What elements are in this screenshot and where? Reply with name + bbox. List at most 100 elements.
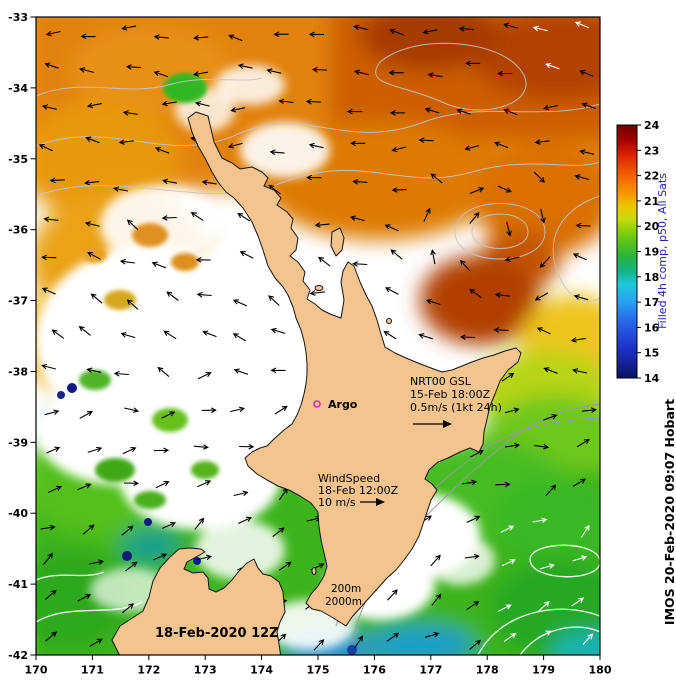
- x-tick-label: 174: [250, 664, 273, 677]
- wind-arrow: [545, 484, 557, 496]
- x-tick-label: 170: [25, 664, 48, 677]
- y-tick-label: -35: [8, 153, 28, 166]
- cold-water-spots: [57, 383, 357, 655]
- wind-arrow: [162, 178, 178, 185]
- wind-arrow: [504, 256, 520, 262]
- wind-arrow: [430, 249, 436, 265]
- wind-arrow: [572, 368, 588, 374]
- wind-arrow: [151, 261, 166, 269]
- wind-arrow: [350, 140, 366, 147]
- wind-arrow: [389, 110, 406, 116]
- wind-arrow: [157, 366, 170, 378]
- wind-arrow: [497, 70, 513, 77]
- wind-arrow: [274, 405, 288, 415]
- north-island: [187, 111, 522, 627]
- wind-arrow: [79, 411, 93, 419]
- wind-arrow: [572, 555, 588, 562]
- wind-arrow: [354, 635, 364, 649]
- wind-arrow: [503, 108, 518, 116]
- x-tick-label: 178: [476, 664, 499, 677]
- wind-arrow: [41, 254, 57, 261]
- wind-arrow: [430, 173, 443, 184]
- wind-arrow: [77, 483, 92, 491]
- wind-arrow: [456, 108, 471, 115]
- wind-arrow: [503, 22, 518, 29]
- wind-arrow: [501, 559, 516, 567]
- wind-arrow: [459, 259, 471, 272]
- colorbar-tick-label: 18: [644, 271, 659, 284]
- south-island-north: [111, 547, 286, 655]
- wind-arrow: [161, 100, 177, 107]
- wind-arrow: [120, 332, 136, 339]
- wind-arrow: [41, 104, 57, 110]
- wind-arrow: [272, 527, 285, 538]
- wind-arrow: [197, 372, 212, 380]
- wind-arrow: [154, 146, 170, 154]
- wind-arrow: [431, 593, 442, 606]
- colorbar-tick-label: 20: [644, 220, 660, 233]
- axes: 170 171 172 173 174 175 176 177 178 179 180 -33 -34 -…: [8, 11, 612, 677]
- wind-arrow: [201, 179, 217, 186]
- wind-arrow: [581, 407, 597, 414]
- wind-arrow: [41, 287, 56, 295]
- nrt-gsl-scale: 0.5m/s (1kt 24h): [410, 401, 502, 414]
- wind-arrow: [580, 524, 590, 538]
- wind-arrow: [44, 409, 60, 416]
- wind-arrow: [227, 142, 243, 149]
- nrt-gsl-time: 15-Feb 18:00Z: [410, 388, 491, 401]
- wind-arrow: [202, 330, 217, 338]
- wind-arrow: [423, 207, 431, 222]
- wind-arrow: [237, 63, 253, 69]
- wind-arrow: [46, 446, 61, 454]
- colorbar-tick-label: 15: [644, 347, 659, 360]
- wind-arrow: [387, 589, 398, 601]
- x-tick-label: 171: [81, 664, 104, 677]
- wind-arrow: [153, 34, 169, 40]
- wind-arrow: [503, 632, 517, 643]
- wind-arrow: [462, 479, 478, 486]
- wind-arrow: [425, 298, 441, 306]
- wind-arrow: [270, 327, 286, 334]
- wind-arrow: [390, 249, 403, 260]
- wind-arrow: [38, 144, 53, 152]
- wind-arrow: [309, 290, 325, 296]
- map-date-label: 18-Feb-2020 12Z: [155, 626, 279, 641]
- wind-arrow: [582, 633, 594, 645]
- wind-arrow: [458, 25, 474, 32]
- map-annotations: Argo NRT00 GSL 15-Feb 18:00Z 0.5m/s (1kt…: [155, 375, 502, 641]
- wind-arrow: [313, 639, 325, 651]
- wind-arrow: [121, 25, 137, 31]
- wind-arrow: [80, 33, 96, 40]
- wind-arrow: [533, 171, 546, 183]
- waiheke-island: [314, 285, 324, 291]
- wind-arrow: [152, 553, 168, 561]
- wind-arrow: [581, 102, 596, 110]
- wind-arrow: [384, 224, 399, 232]
- wind-arrow: [113, 186, 129, 192]
- wind-arrow: [539, 256, 551, 268]
- depth-label-200m: 200m: [331, 583, 361, 595]
- x-tick-label: 177: [419, 664, 442, 677]
- colorbar-tick-label: 24: [644, 119, 660, 132]
- wind-arrow: [424, 107, 440, 114]
- colorbar-tick-label: 22: [644, 170, 659, 183]
- wind-arrow: [497, 185, 512, 193]
- wind-arrow: [84, 221, 100, 227]
- wind-arrow: [273, 31, 289, 38]
- wind-arrow: [389, 28, 404, 36]
- wind-arrow: [306, 174, 322, 181]
- wind-arrow: [384, 287, 399, 295]
- y-tick-label: -38: [8, 365, 28, 378]
- wind-arrow: [83, 179, 100, 186]
- y-tick-label: -42: [8, 649, 28, 662]
- colorbar-gradient: [616, 124, 638, 379]
- wind-arrow: [497, 604, 512, 612]
- windspeed-scale: 10 m/s: [318, 496, 356, 509]
- wind-arrow: [85, 136, 100, 144]
- wind-arrow: [500, 525, 515, 533]
- wind-arrow: [161, 521, 177, 529]
- wind-arrow: [573, 294, 589, 301]
- wind-arrow: [119, 258, 135, 265]
- wind-arrow: [545, 62, 560, 70]
- wind-arrow: [418, 333, 433, 340]
